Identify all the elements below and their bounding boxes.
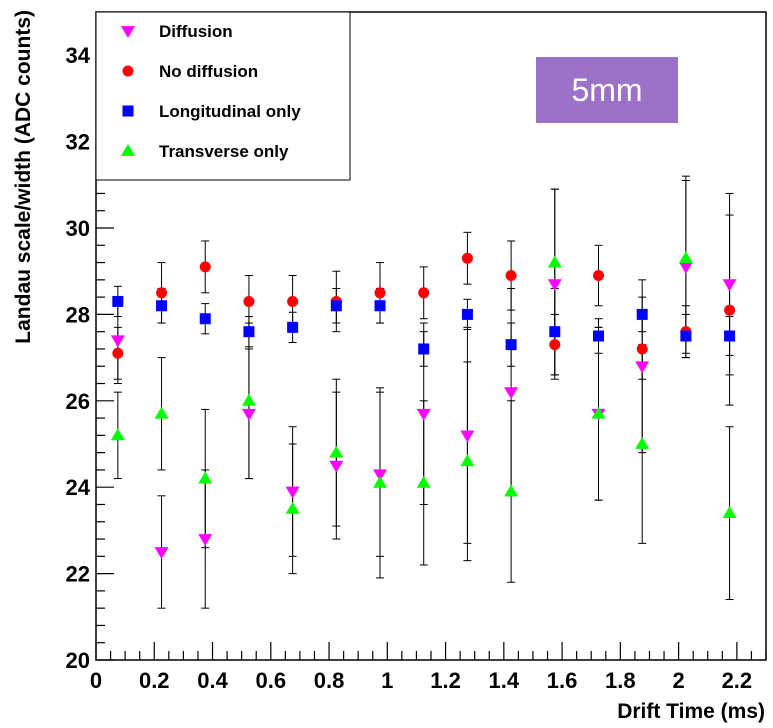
point-diffusion xyxy=(285,486,300,499)
point-diffusion xyxy=(722,279,737,292)
point-no-diffusion xyxy=(505,270,517,282)
point-diffusion xyxy=(635,361,650,374)
legend-label-no-diffusion: No diffusion xyxy=(159,62,258,81)
point-diffusion xyxy=(154,547,169,559)
point-diffusion xyxy=(416,408,431,421)
legend-marker-no-diffusion xyxy=(122,65,134,77)
y-tick-label: 26 xyxy=(66,389,90,414)
point-longitudinal-only xyxy=(287,321,299,333)
x-tick-label: 1 xyxy=(381,668,393,693)
legend-label-longitudinal-only: Longitudinal only xyxy=(159,102,301,121)
point-transverse-only xyxy=(547,255,562,268)
legend-marker-transverse-only xyxy=(121,144,135,156)
point-longitudinal-only xyxy=(112,295,124,307)
x-tick-label: 2.2 xyxy=(722,668,753,693)
point-no-diffusion xyxy=(243,295,255,307)
point-diffusion xyxy=(547,279,562,292)
point-diffusion xyxy=(198,534,213,547)
ticklabels-layer: 0 0.2 0.4 0.6 0.8 1 1.2 1.4 1.6 1.8 2 2.2 20 22 24 26 28… xyxy=(66,43,753,693)
x-tick-label: 1.4 xyxy=(489,668,520,693)
point-transverse-only xyxy=(154,406,169,419)
annotation-box xyxy=(536,57,678,123)
point-no-diffusion xyxy=(724,304,736,316)
y-tick-label: 20 xyxy=(66,648,90,673)
point-longitudinal-only xyxy=(418,343,430,355)
x-tick-label: 0.6 xyxy=(255,668,286,693)
annotation-label: 5mm xyxy=(571,72,642,108)
point-transverse-only xyxy=(635,437,650,449)
point-no-diffusion xyxy=(593,270,604,282)
point-no-diffusion xyxy=(374,287,386,299)
x-tick-label: 1.2 xyxy=(430,668,461,693)
legend-label-transverse-only: Transverse only xyxy=(159,142,289,161)
point-transverse-only xyxy=(460,454,475,467)
point-transverse-only xyxy=(329,445,344,458)
point-diffusion xyxy=(110,335,125,348)
point-longitudinal-only xyxy=(243,326,255,338)
x-tick-label: 0 xyxy=(90,668,102,693)
point-diffusion xyxy=(373,469,388,482)
point-longitudinal-only xyxy=(680,330,692,342)
point-longitudinal-only xyxy=(549,326,561,338)
legend: Diffusion No diffusion Longitudinal only Tr… xyxy=(95,11,351,181)
point-no-diffusion xyxy=(156,287,168,299)
x-tick-label: 1.6 xyxy=(547,668,578,693)
x-tick-label: 2 xyxy=(672,668,684,693)
point-diffusion xyxy=(329,460,344,473)
point-no-diffusion xyxy=(199,261,211,273)
point-no-diffusion xyxy=(636,343,648,355)
x-tick-label: 1.8 xyxy=(605,668,636,693)
point-transverse-only xyxy=(198,471,213,484)
x-tick-label: 0.8 xyxy=(314,668,345,693)
y-tick-label: 22 xyxy=(66,562,90,587)
point-diffusion xyxy=(504,387,519,400)
legend-marker-longitudinal-only xyxy=(122,105,134,117)
point-transverse-only xyxy=(110,428,125,441)
point-no-diffusion xyxy=(461,252,473,264)
point-transverse-only xyxy=(722,506,737,519)
markers-layer xyxy=(110,251,737,559)
point-diffusion xyxy=(460,430,475,443)
y-axis-title: Landau scale/width (ADC counts) xyxy=(12,10,35,344)
x-tick-label: 0.4 xyxy=(197,668,228,693)
x-tick-label: 0.2 xyxy=(139,668,170,693)
point-transverse-only xyxy=(373,475,388,488)
point-diffusion xyxy=(241,408,256,421)
point-longitudinal-only xyxy=(199,313,211,325)
y-tick-label: 34 xyxy=(66,43,91,68)
point-transverse-only xyxy=(241,393,256,406)
legend-box xyxy=(95,11,351,181)
point-transverse-only xyxy=(591,406,606,419)
point-longitudinal-only xyxy=(724,330,736,342)
y-tick-label: 28 xyxy=(66,302,90,327)
annotation-5mm: 5mm xyxy=(536,57,678,123)
point-longitudinal-only xyxy=(156,300,168,312)
y-tick-label: 24 xyxy=(66,475,91,500)
point-no-diffusion xyxy=(549,339,561,351)
point-longitudinal-only xyxy=(593,330,604,342)
point-no-diffusion xyxy=(418,287,430,299)
legend-marker-diffusion xyxy=(121,26,135,38)
legend-items: Diffusion No diffusion Longitudinal only Tr… xyxy=(121,22,301,161)
point-longitudinal-only xyxy=(461,308,473,320)
point-transverse-only xyxy=(285,501,300,514)
point-longitudinal-only xyxy=(330,300,342,312)
point-no-diffusion xyxy=(287,295,299,307)
y-tick-label: 30 xyxy=(66,216,90,241)
point-longitudinal-only xyxy=(636,308,648,320)
legend-label-diffusion: Diffusion xyxy=(159,22,233,41)
point-transverse-only xyxy=(504,484,519,497)
point-transverse-only xyxy=(416,475,431,488)
point-transverse-only xyxy=(678,251,693,264)
point-diffusion xyxy=(678,261,693,274)
point-no-diffusion xyxy=(112,347,124,359)
point-longitudinal-only xyxy=(505,339,517,351)
point-longitudinal-only xyxy=(374,300,386,312)
x-axis-title: Drift Time (ms) xyxy=(617,700,765,723)
y-tick-label: 32 xyxy=(66,130,90,155)
